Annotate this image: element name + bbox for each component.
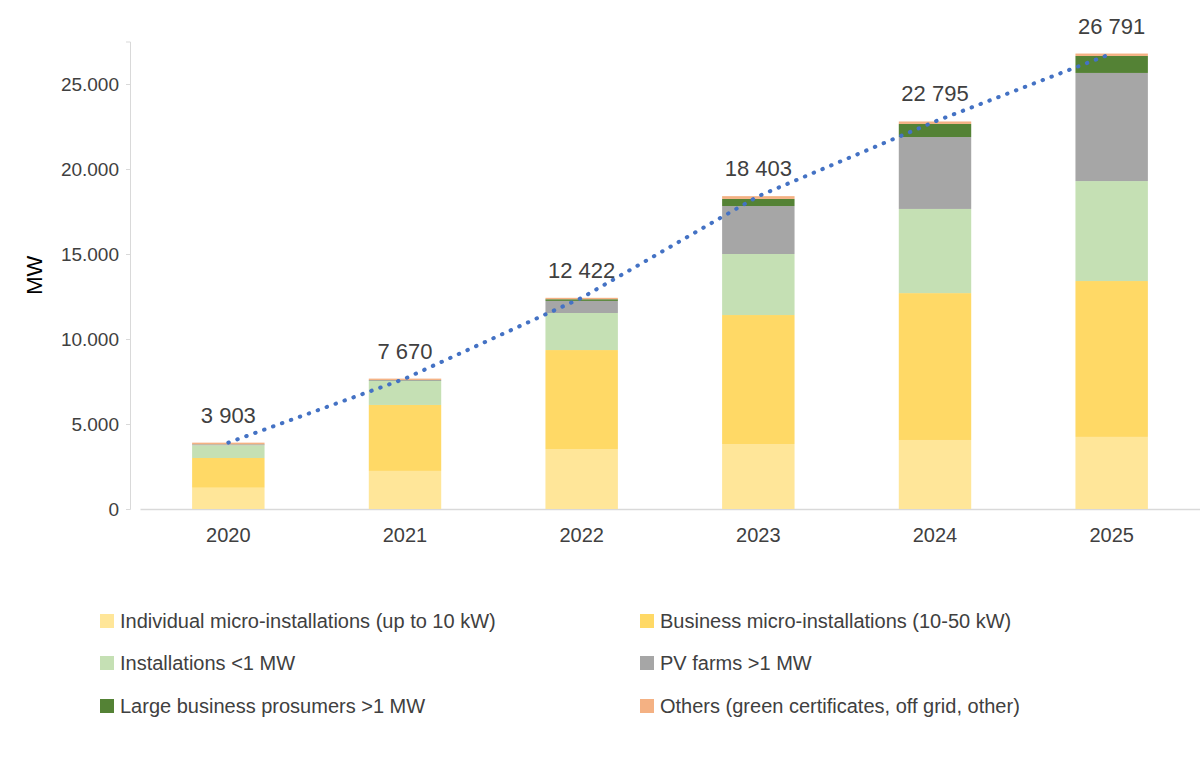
y-tick-mark bbox=[126, 424, 130, 425]
y-tick: 10.000 bbox=[61, 329, 130, 350]
bar-segment bbox=[899, 209, 971, 293]
x-tick: 2022 bbox=[559, 509, 604, 546]
x-tick-label: 2021 bbox=[383, 524, 428, 546]
bar-segment bbox=[545, 301, 617, 313]
y-tick-label: 0 bbox=[108, 499, 119, 520]
bar-segment bbox=[545, 449, 617, 509]
bar-segment bbox=[545, 313, 617, 350]
y-axis: 0 5.000 10.000 15.000 20.000 25.000 bbox=[61, 42, 131, 520]
bar-segment bbox=[1075, 73, 1147, 181]
y-tick: 15.000 bbox=[61, 244, 130, 265]
y-tick-mark bbox=[126, 509, 130, 510]
legend-label: Business micro-installations (10-50 kW) bbox=[660, 610, 1011, 632]
bar-segment bbox=[369, 405, 441, 471]
x-tick: 2021 bbox=[383, 509, 428, 546]
y-tick-mark bbox=[126, 254, 130, 255]
bar-segment bbox=[1075, 54, 1147, 56]
x-axis-line bbox=[141, 509, 1200, 511]
legend-item: Individual micro-installations (up to 10… bbox=[100, 610, 496, 632]
labels: 3 903 7 670 12 422 18 403 22 795 26 791 bbox=[201, 14, 1146, 428]
plot-area bbox=[192, 54, 1148, 509]
legend-swatch bbox=[640, 656, 654, 670]
data-label: 3 903 bbox=[201, 403, 256, 428]
legend-item: Business micro-installations (10-50 kW) bbox=[640, 610, 1011, 632]
legend: Individual micro-installations (up to 10… bbox=[100, 610, 1020, 717]
legend-label: Individual micro-installations (up to 10… bbox=[120, 610, 496, 632]
legend-label: PV farms >1 MW bbox=[660, 652, 812, 674]
x-tick-label: 2024 bbox=[913, 524, 958, 546]
legend-swatch bbox=[100, 699, 114, 713]
bar-segment bbox=[1075, 281, 1147, 437]
legend-swatch bbox=[100, 614, 114, 628]
y-tick-label: 10.000 bbox=[61, 329, 119, 350]
y-tick: 25.000 bbox=[61, 74, 130, 95]
bar-segment bbox=[192, 458, 264, 488]
bar-segment bbox=[369, 379, 441, 380]
bar-segment bbox=[722, 199, 794, 206]
bar-segment bbox=[722, 206, 794, 254]
x-tick-label: 2022 bbox=[559, 524, 604, 546]
x-tick: 2025 bbox=[1089, 509, 1134, 546]
legend-label: Others (green certificates, off grid, ot… bbox=[660, 695, 1020, 717]
x-axis: 2020 2021 2022 2023 2024 2025 bbox=[141, 509, 1200, 546]
data-label: 18 403 bbox=[725, 156, 792, 181]
bar-segment bbox=[192, 488, 264, 509]
y-tick-label: 20.000 bbox=[61, 159, 119, 180]
legend-swatch bbox=[640, 699, 654, 713]
bar-segment bbox=[1075, 437, 1147, 509]
bar-segment bbox=[369, 471, 441, 509]
bar-segment bbox=[899, 137, 971, 209]
bar-segment bbox=[192, 445, 264, 458]
bar-segment bbox=[545, 350, 617, 449]
bar-segment bbox=[369, 381, 441, 405]
legend-item: Installations <1 MW bbox=[100, 652, 295, 674]
legend-item: Large business prosumers >1 MW bbox=[100, 695, 425, 717]
data-label: 26 791 bbox=[1078, 14, 1145, 39]
y-tick: 20.000 bbox=[61, 159, 130, 180]
bar-segment bbox=[899, 440, 971, 509]
legend-swatch bbox=[640, 614, 654, 628]
data-label: 7 670 bbox=[377, 339, 432, 364]
x-tick: 2020 bbox=[206, 509, 251, 546]
bar-segment bbox=[722, 196, 794, 199]
legend-swatch bbox=[100, 656, 114, 670]
bar-segment bbox=[899, 293, 971, 440]
x-tick-label: 2023 bbox=[736, 524, 781, 546]
legend-item: PV farms >1 MW bbox=[640, 652, 812, 674]
data-label: 12 422 bbox=[548, 258, 615, 283]
y-axis-title: MW bbox=[22, 255, 47, 294]
bar-segment bbox=[369, 379, 441, 380]
y-axis-line bbox=[126, 42, 131, 510]
bar-segment bbox=[722, 444, 794, 509]
bar-segment bbox=[722, 254, 794, 315]
y-tick: 0 bbox=[108, 499, 130, 520]
y-tick-label: 5.000 bbox=[71, 414, 119, 435]
y-tick: 5.000 bbox=[71, 414, 130, 435]
legend-item: Others (green certificates, off grid, ot… bbox=[640, 695, 1020, 717]
y-tick-mark bbox=[126, 84, 130, 85]
x-tick-label: 2020 bbox=[206, 524, 251, 546]
chart: 0 5.000 10.000 15.000 20.000 25.000 MW 2020 2021… bbox=[0, 0, 1200, 762]
x-tick: 2024 bbox=[913, 509, 958, 546]
x-tick: 2023 bbox=[736, 509, 781, 546]
y-tick-mark bbox=[126, 339, 130, 340]
bar-segment bbox=[1075, 181, 1147, 281]
bar-segment bbox=[722, 315, 794, 444]
trend-line bbox=[228, 54, 1111, 443]
x-tick-label: 2025 bbox=[1089, 524, 1134, 546]
y-tick-label: 25.000 bbox=[61, 74, 119, 95]
y-tick-mark bbox=[126, 169, 130, 170]
data-label: 22 795 bbox=[901, 81, 968, 106]
legend-label: Installations <1 MW bbox=[120, 652, 295, 674]
legend-label: Large business prosumers >1 MW bbox=[120, 695, 425, 717]
y-tick-label: 15.000 bbox=[61, 244, 119, 265]
